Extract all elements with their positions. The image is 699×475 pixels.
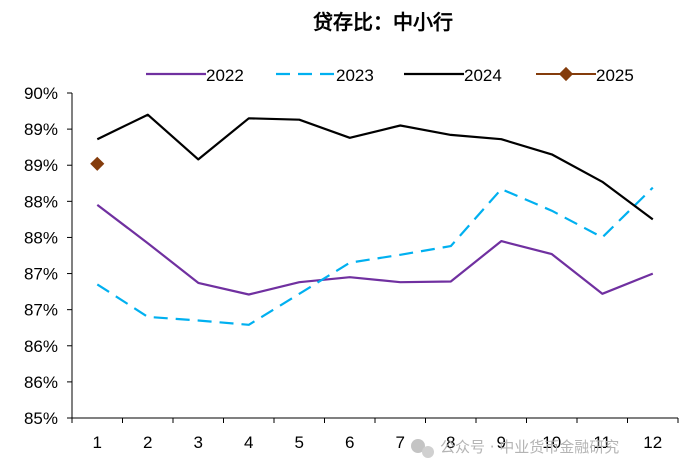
series-line-2023 xyxy=(96,186,654,326)
x-tick-label: 4 xyxy=(244,433,253,452)
wechat-icon xyxy=(411,439,434,458)
x-tick-label: 8 xyxy=(446,433,455,452)
legend-item-2022: 2022 xyxy=(146,66,244,85)
x-tick-label: 5 xyxy=(295,433,304,452)
legend-label-2022: 2022 xyxy=(206,66,244,85)
point-2025 xyxy=(90,156,105,171)
watermark-text: 公众号 · 中业货币金融研究 xyxy=(440,438,619,456)
legend: 2022 2023 2024 2025 xyxy=(146,66,634,85)
series-line-2024 xyxy=(96,113,654,221)
y-tick-label: 89% xyxy=(24,156,58,175)
series-line-2022 xyxy=(96,204,654,296)
x-tick-label: 1 xyxy=(93,433,102,452)
y-tick-label: 86% xyxy=(24,373,58,392)
legend-item-2023: 2023 xyxy=(276,66,374,85)
x-tick-label: 10 xyxy=(542,433,561,452)
legend-item-2025: 2025 xyxy=(536,66,634,85)
y-tick-label: 86% xyxy=(24,337,58,356)
y-tick-label: 85% xyxy=(24,409,58,428)
x-tick-label: 6 xyxy=(345,433,354,452)
legend-label-2025: 2025 xyxy=(596,66,634,85)
x-tick-label: 11 xyxy=(593,433,611,452)
y-tick-label: 87% xyxy=(24,301,58,320)
legend-item-2024: 2024 xyxy=(404,66,502,85)
y-tick-label: 88% xyxy=(24,228,58,247)
x-tick-label: 2 xyxy=(143,433,152,452)
y-tick-label: 88% xyxy=(24,192,58,211)
y-ticks: 85% 86% 86% 87% 87% 88% 88% 89% 89% 90% xyxy=(24,84,72,428)
legend-label-2024: 2024 xyxy=(464,66,502,85)
legend-label-2023: 2023 xyxy=(336,66,374,85)
y-tick-label: 89% xyxy=(24,120,58,139)
watermark: 公众号 · 中业货币金融研究 xyxy=(411,438,619,458)
x-ticks: 1 2 3 4 5 6 7 8 9 10 11 12 xyxy=(71,418,679,452)
x-tick-label: 3 xyxy=(194,433,203,452)
series-layer xyxy=(90,113,654,326)
x-tick-label: 7 xyxy=(396,433,405,452)
x-tick-label: 9 xyxy=(497,433,506,452)
x-tick-label: 12 xyxy=(643,433,662,452)
y-tick-label: 87% xyxy=(24,265,58,284)
chart-title: 贷存比：中小行 xyxy=(313,10,453,34)
y-tick-label: 90% xyxy=(24,84,58,103)
